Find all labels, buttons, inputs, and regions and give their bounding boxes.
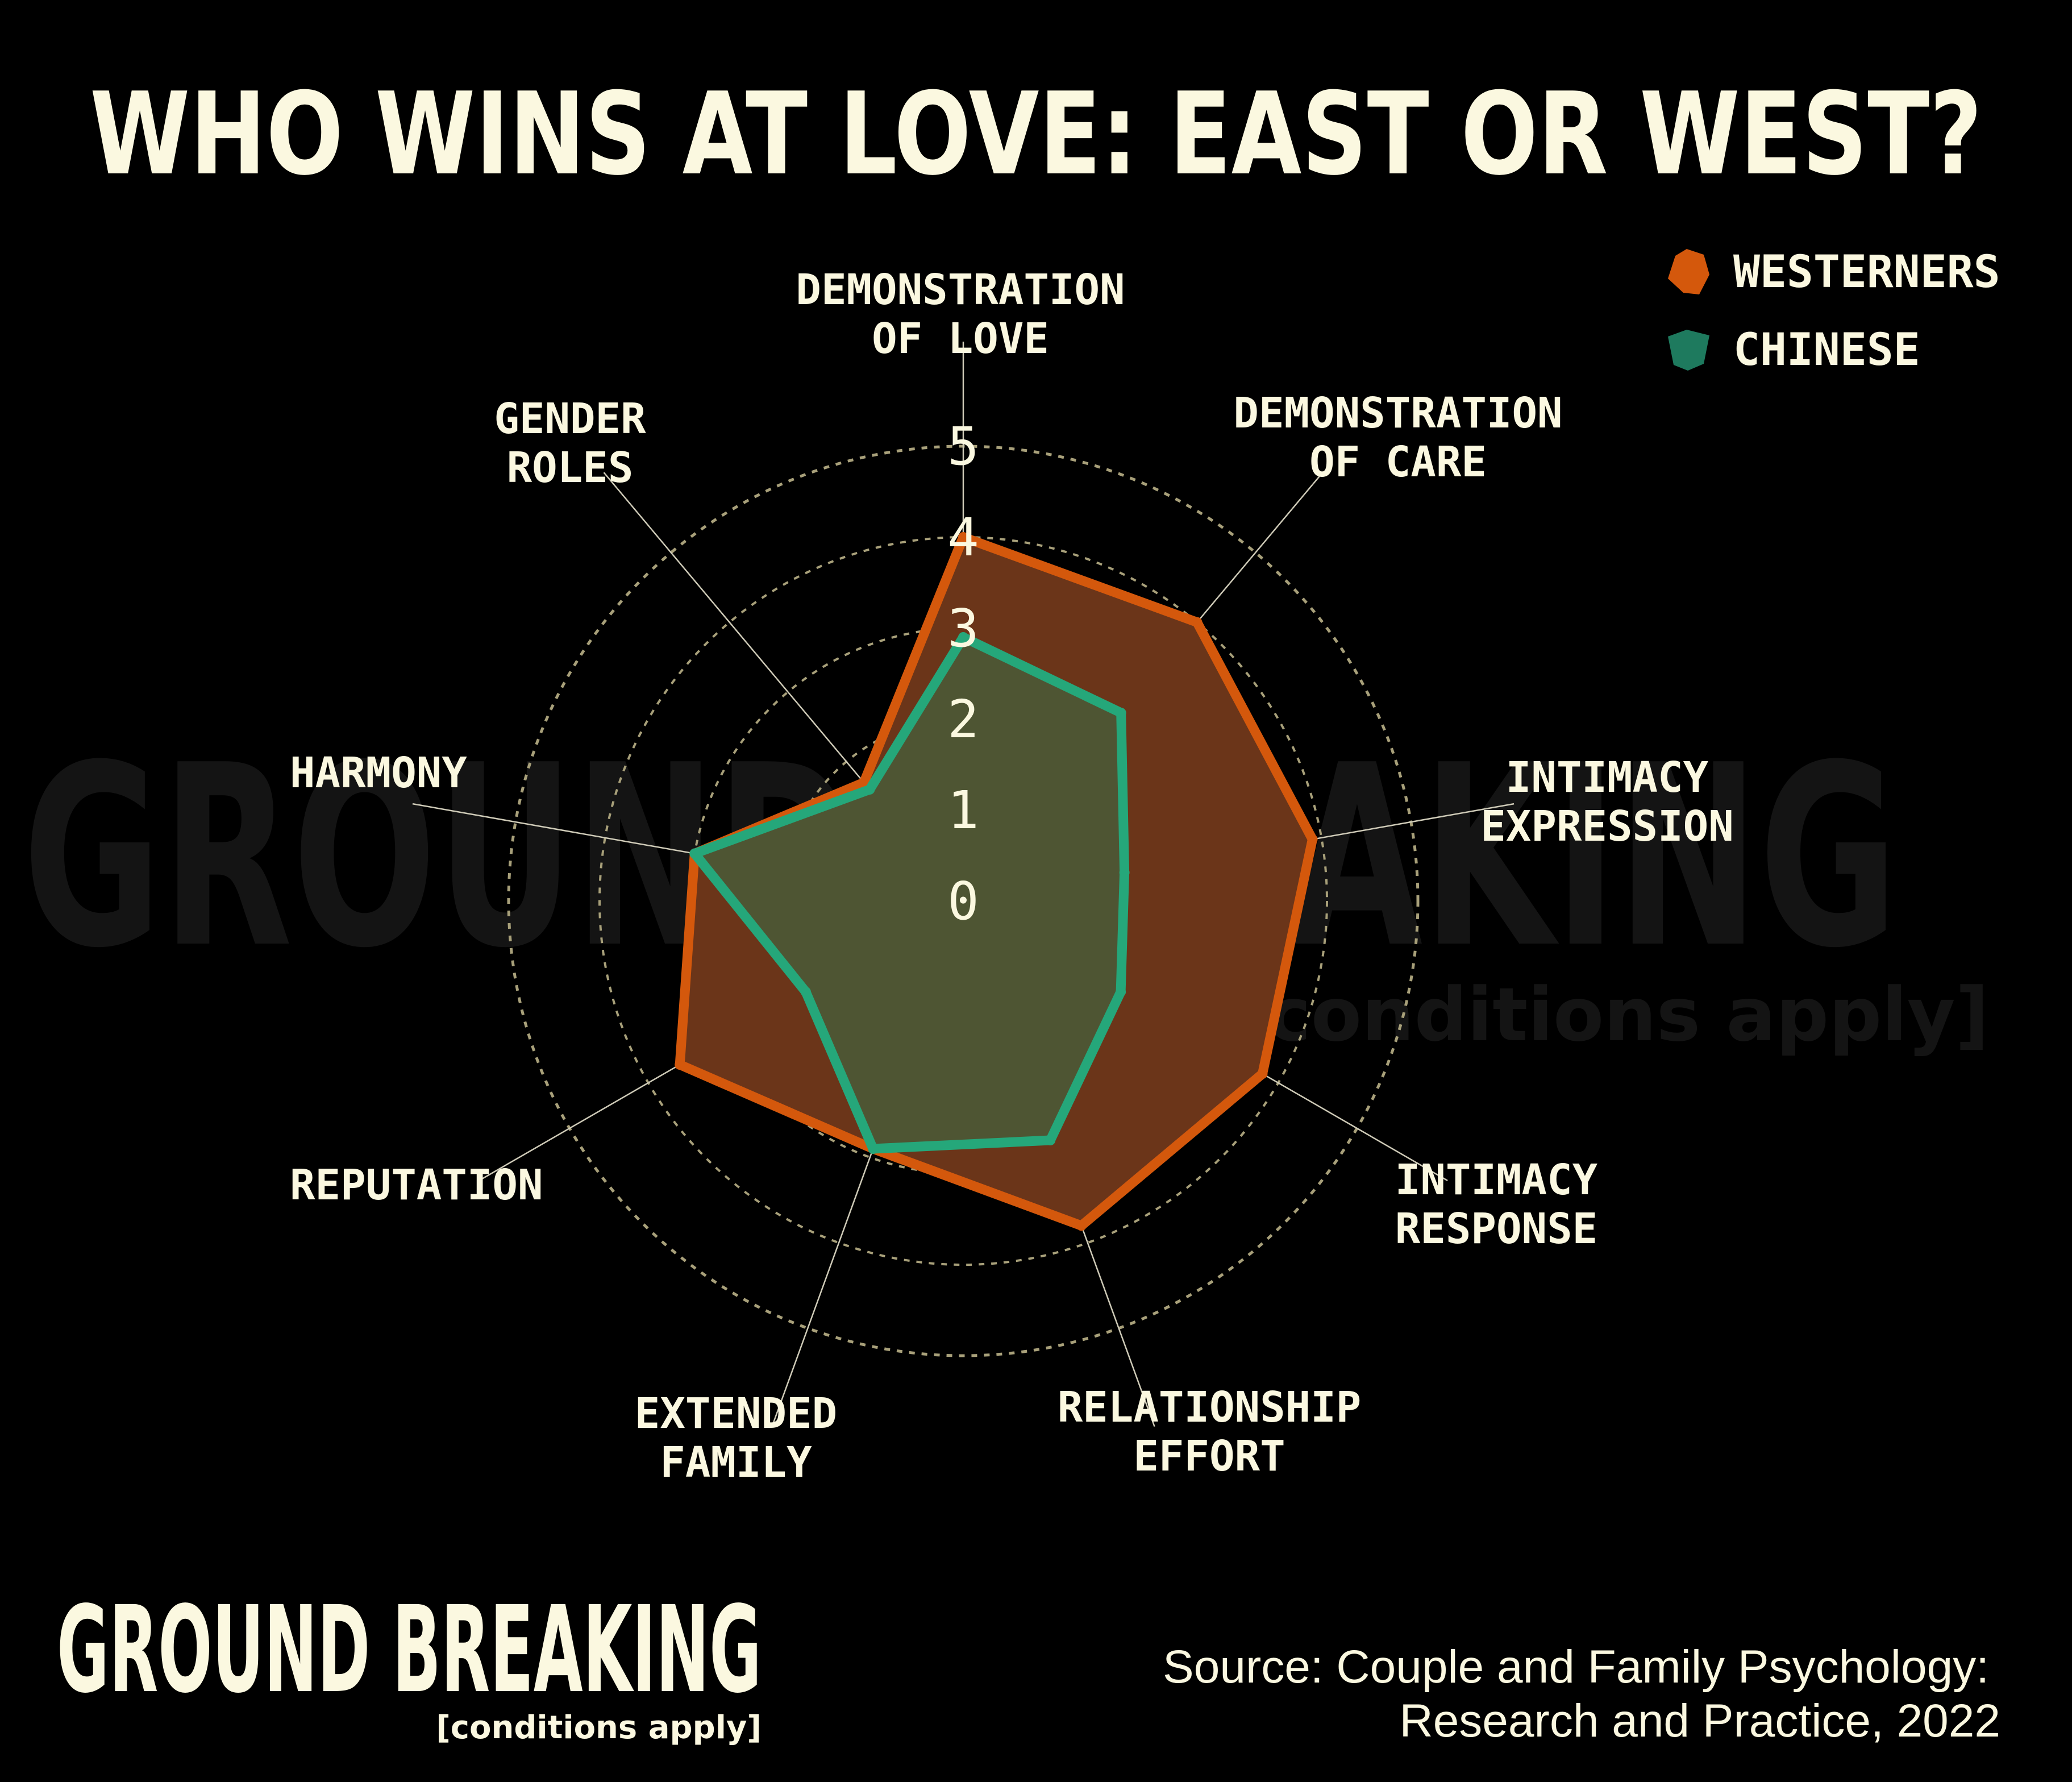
source-line-2: Research and Practice, 2022	[1399, 1695, 2000, 1747]
category-label-0: DEMONSTRATION OF LOVE	[796, 265, 1125, 363]
legend-label-chinese: CHINESE	[1733, 325, 1920, 376]
series-point-westerners-1	[1192, 617, 1203, 628]
series-point-westerners-3	[1257, 1069, 1268, 1079]
category-label-8: GENDER ROLES	[494, 394, 646, 492]
category-labels: DEMONSTRATION OF LOVE DEMONSTRATION OF CARE…	[290, 265, 1734, 1487]
series-point-westerners-4	[1076, 1220, 1087, 1231]
brand-logo: GROUND BREAKING [conditions apply]	[57, 1580, 762, 1746]
tick-label-4: 4	[947, 507, 979, 568]
series-point-westerners-8	[859, 777, 869, 788]
series-point-chinese-7	[689, 848, 700, 859]
watermark-tagline: [conditions apply]	[1233, 971, 1989, 1058]
legend-item-westerners: WESTERNERS	[1668, 247, 2000, 298]
legend: WESTERNERS CHINESE	[1668, 247, 2000, 376]
radar-series	[675, 532, 1318, 1231]
category-label-5: EXTENDED FAMILY	[635, 1389, 837, 1487]
tick-label-1: 1	[947, 780, 979, 841]
series-point-chinese-0	[958, 632, 968, 642]
series-point-chinese-5	[868, 1144, 879, 1154]
tick-label-2: 2	[947, 689, 979, 750]
series-area-chinese	[689, 632, 1130, 1154]
radar-tick-labels: 0 1 2 3 4 5	[947, 416, 979, 932]
source-line-1: Source: Couple and Family Psychology:	[1163, 1641, 1989, 1693]
series-point-chinese-2	[1119, 867, 1130, 878]
tick-label-5: 5	[947, 416, 979, 477]
chart-title: WHO WINS AT LOVE: EAST OR WEST?	[90, 68, 1982, 201]
category-label-4: RELATIONSHIP EFFORT	[1058, 1383, 1362, 1481]
category-label-1: DEMONSTRATION OF CARE	[1233, 389, 1562, 487]
series-point-chinese-1	[1116, 708, 1126, 718]
source-note: Source: Couple and Family Psychology: Re…	[1163, 1641, 2000, 1747]
legend-swatch-chinese	[1668, 330, 1709, 371]
category-label-3: INTIMACY RESPONSE	[1395, 1156, 1598, 1253]
series-point-chinese-6	[800, 987, 811, 997]
category-label-6: REPUTATION	[290, 1161, 543, 1210]
series-point-westerners-2	[1307, 834, 1318, 845]
category-label-7: HARMONY	[290, 749, 467, 797]
legend-swatch-westerners	[1668, 249, 1709, 294]
series-point-chinese-8	[864, 784, 875, 795]
series-point-westerners-6	[675, 1060, 685, 1070]
tick-label-0: 0	[947, 871, 979, 932]
series-point-chinese-4	[1045, 1135, 1056, 1145]
tick-label-3: 3	[947, 598, 979, 659]
legend-label-westerners: WESTERNERS	[1733, 247, 2000, 298]
series-point-westerners-0	[958, 532, 968, 542]
series-point-chinese-3	[1116, 987, 1126, 997]
brand-name: GROUND BREAKING	[57, 1580, 762, 1719]
category-label-2: INTIMACY EXPRESSION	[1480, 753, 1734, 851]
legend-item-chinese: CHINESE	[1668, 325, 1920, 376]
brand-tagline: [conditions apply]	[436, 1709, 762, 1746]
